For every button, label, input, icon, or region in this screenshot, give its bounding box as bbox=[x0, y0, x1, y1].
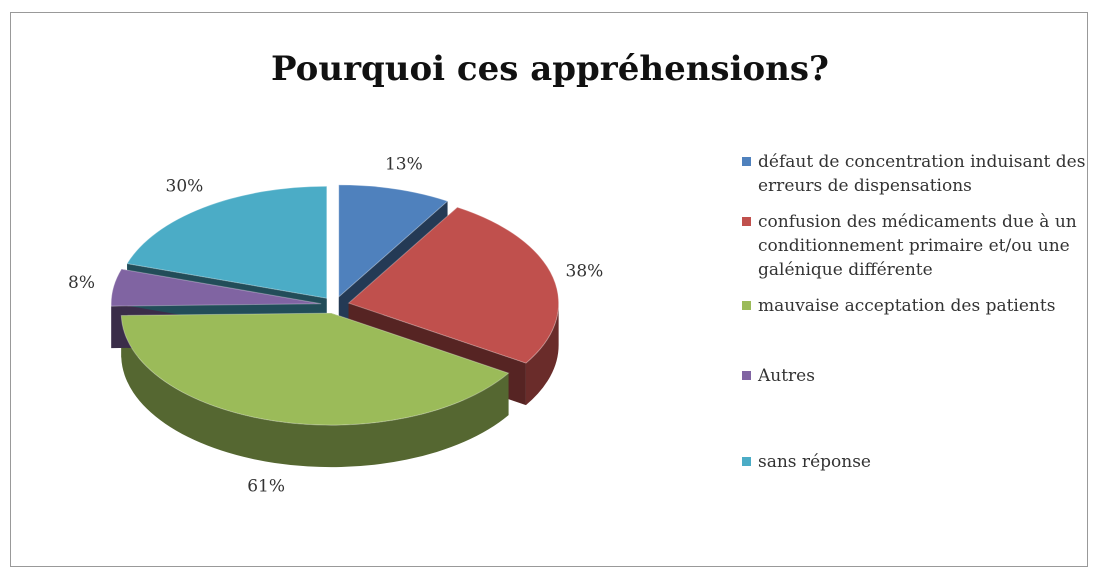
legend-swatch bbox=[742, 217, 751, 226]
legend-swatch bbox=[742, 457, 751, 466]
pie-slice bbox=[110, 268, 322, 307]
pie-slice bbox=[338, 184, 449, 299]
data-label: 61% bbox=[247, 477, 285, 497]
legend-item: mauvaise acceptation des patients bbox=[738, 294, 1088, 318]
legend-item: défaut de concentration induisant des er… bbox=[738, 150, 1088, 198]
legend-swatch bbox=[742, 157, 751, 166]
data-label: 8% bbox=[68, 273, 95, 293]
legend-label: sans réponse bbox=[758, 452, 871, 472]
legend-label: Autres bbox=[758, 366, 815, 386]
legend-item: confusion des médicaments due à un condi… bbox=[738, 210, 1088, 282]
legend-label: défaut de concentration induisant des er… bbox=[758, 152, 1086, 196]
slice-tops bbox=[110, 184, 560, 426]
data-label: 30% bbox=[166, 177, 204, 197]
data-label: 38% bbox=[566, 261, 604, 281]
legend: défaut de concentration induisant des er… bbox=[738, 150, 1088, 474]
legend-label: confusion des médicaments due à un condi… bbox=[758, 212, 1077, 280]
chart-frame bbox=[10, 12, 1088, 567]
slice-outer-wall bbox=[121, 315, 509, 468]
pie-slice bbox=[120, 312, 510, 426]
slice-outer-wall bbox=[525, 303, 559, 406]
legend-swatch bbox=[742, 301, 751, 310]
data-label: 13% bbox=[385, 154, 423, 174]
legend-swatch bbox=[742, 371, 751, 380]
chart-title: Pourquoi ces appréhensions? bbox=[271, 49, 829, 89]
pie-slice bbox=[126, 185, 328, 299]
legend-label: mauvaise acceptation des patients bbox=[758, 296, 1056, 316]
legend-item: Autres bbox=[738, 364, 1088, 388]
legend-item: sans réponse bbox=[738, 450, 1088, 474]
pie-slice bbox=[347, 206, 560, 364]
